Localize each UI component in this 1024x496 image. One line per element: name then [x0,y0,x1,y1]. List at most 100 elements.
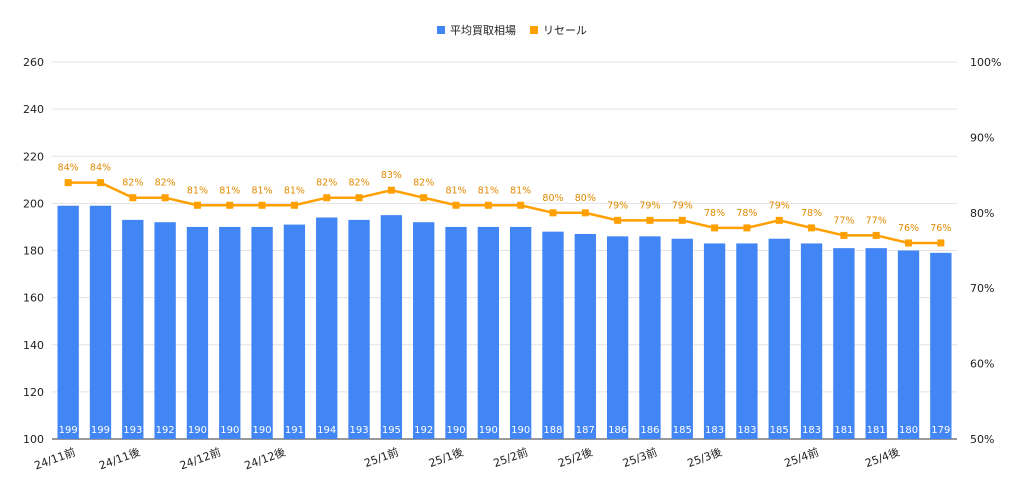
bar [574,234,596,439]
bar-value-label: 180 [899,425,918,436]
line-point [678,216,686,224]
bar-value-label: 195 [382,425,401,436]
bar [57,205,79,439]
x-tick-label: 25/3前 [621,445,659,470]
line-point [420,194,428,202]
bar-value-label: 187 [576,425,595,436]
bar-value-label: 193 [350,425,369,436]
line-value-label: 81% [219,185,240,196]
bar-value-label: 185 [770,425,789,436]
line-point [743,224,751,232]
bar-value-label: 183 [802,425,821,436]
bar [122,219,144,439]
line-value-label: 78% [704,208,725,219]
bar [800,243,823,439]
line-point [226,201,234,209]
left-tick-label: 220 [23,150,44,163]
right-tick-label: 100% [970,56,1001,69]
bar [380,215,403,439]
line-point [387,186,395,194]
line-point [258,201,266,209]
line-value-label: 78% [801,208,822,219]
line-value-labels: 84% 84% 82% 82% 81% 81% 81% 81% 82% 82% 83% 82% 81% 8… [58,163,952,234]
bar-value-label: 181 [834,425,853,436]
left-tick-label: 120 [23,386,44,399]
line-path [68,181,941,245]
right-tick-label: 70% [970,282,994,295]
bar-value-label: 190 [188,425,207,436]
line-point [96,179,104,187]
line-value-label: 82% [155,178,176,189]
bar-value-label: 194 [317,425,336,436]
bar-value-label: 183 [705,425,724,436]
bar-series [57,205,952,439]
line-value-label: 80% [575,193,596,204]
bar-value-label: 193 [123,425,142,436]
bar [509,226,532,439]
line-value-label: 77% [866,215,887,226]
line-value-label: 80% [542,193,563,204]
x-tick-label: 25/4後 [863,445,901,470]
x-tick-label: 25/4前 [782,445,820,470]
line-value-label: 82% [413,178,434,189]
line-value-label: 83% [381,170,402,181]
line-value-label: 81% [445,185,466,196]
x-tick-label: 25/2前 [491,445,529,470]
line-value-label: 79% [639,200,660,211]
bar [348,219,370,439]
legend-label-line: リセール [543,24,587,37]
line-value-label: 81% [187,185,208,196]
bar [445,226,467,439]
line-point [484,201,492,209]
left-tick-label: 140 [23,339,44,352]
line-point [581,209,589,217]
line-point [937,239,945,247]
left-tick-label: 240 [23,103,44,116]
line-value-label: 84% [58,163,79,174]
line-point [452,201,460,209]
bar [930,252,952,439]
bar-value-label: 192 [156,425,175,436]
bar [154,222,176,439]
bar [865,248,887,439]
line-value-label: 79% [672,200,693,211]
left-tick-label: 260 [23,56,44,69]
bar-value-label: 190 [253,425,272,436]
line-point [355,194,363,202]
bar-value-label: 199 [59,425,78,436]
x-tick-label: 25/1前 [362,445,400,470]
line-value-label: 76% [930,223,951,234]
bar-value-label: 190 [446,425,465,436]
bar-value-label: 199 [91,425,110,436]
legend-item-line[interactable]: リセール [530,22,587,38]
bar [283,224,306,439]
bar [186,226,209,439]
line-point [517,201,525,209]
left-tick-label: 200 [23,197,44,210]
bar-value-label: 186 [608,425,627,436]
line-value-label: 81% [252,185,273,196]
line-point [290,201,298,209]
bar-value-labels: 199 199 193 192 190 190 190 191 194 193 195 192 190 1… [59,425,951,436]
right-tick-label: 60% [970,358,994,371]
x-tick-label: 25/2後 [556,445,594,470]
bar [251,226,273,439]
bar [219,226,241,439]
line-value-label: 77% [833,215,854,226]
bar [542,231,564,439]
line-value-label: 82% [348,178,369,189]
x-tick-label: 24/12後 [242,445,287,473]
line-value-label: 79% [769,200,790,211]
bar-value-label: 179 [931,425,950,436]
x-tick-label: 24/11前 [32,445,77,473]
legend-label-bar: 平均買取相場 [450,24,516,37]
bar-value-label: 191 [285,425,304,436]
legend-item-bar[interactable]: 平均買取相場 [437,22,516,38]
line-value-label: 79% [607,200,628,211]
right-tick-label: 90% [970,131,994,144]
bar-swatch-icon [437,26,445,34]
line-point [614,216,622,224]
line-point [711,224,719,232]
bar [703,243,726,439]
x-tick-label: 25/3後 [685,445,723,470]
